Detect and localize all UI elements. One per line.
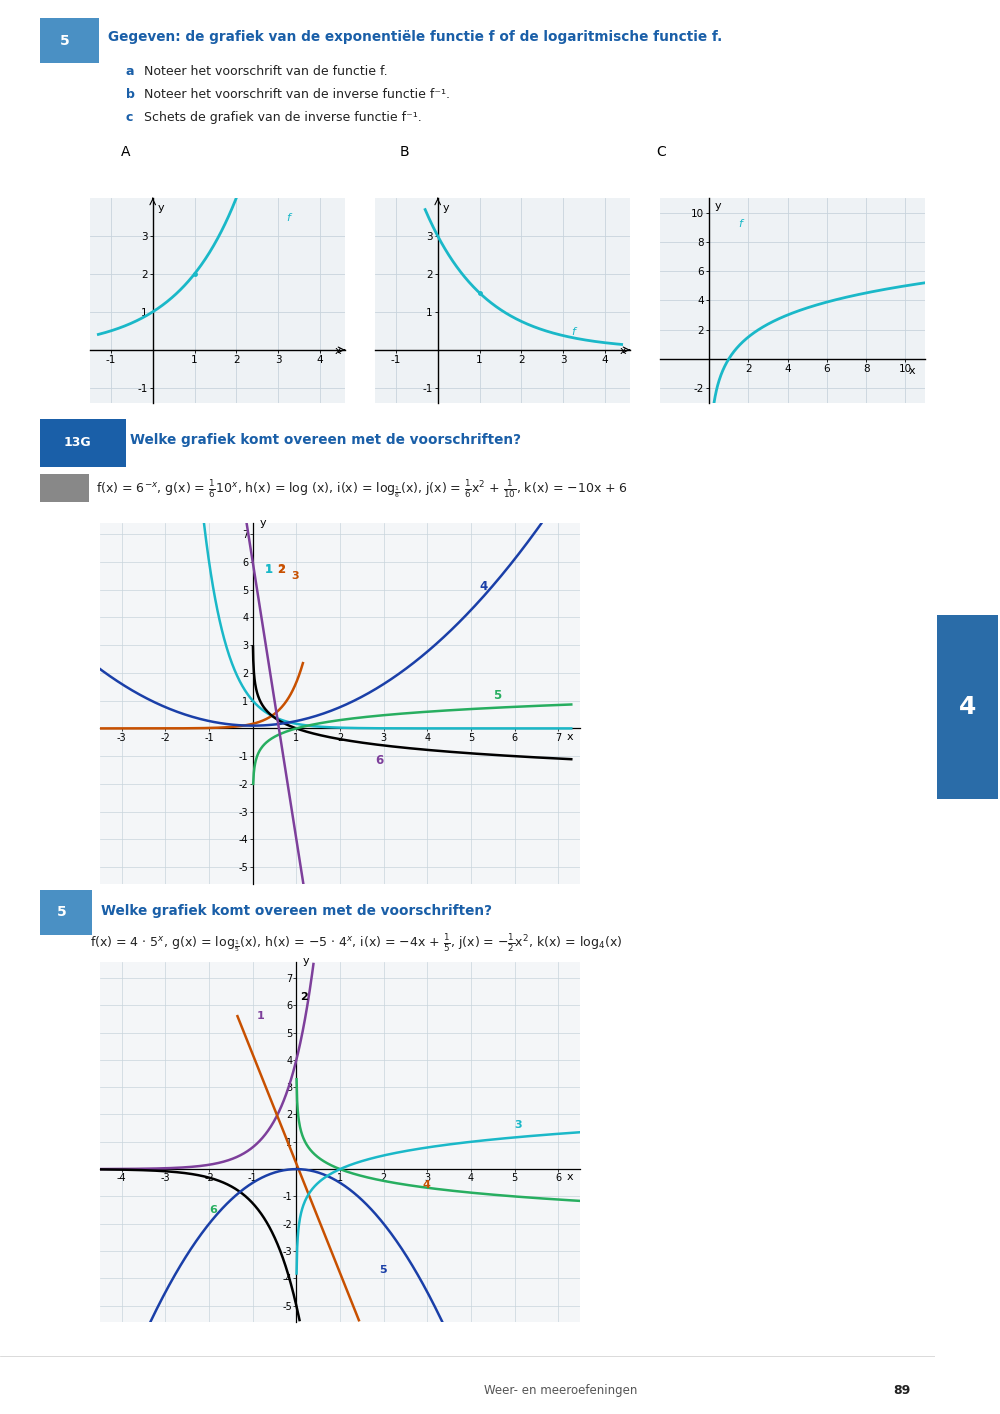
Text: 6: 6 xyxy=(209,1205,217,1215)
Text: f(x) = 4 $\cdot$ 5$^x$, g(x) = log$_{\frac{1}{5}}$(x), h(x) = $-$5 $\cdot$ 4$^x$: f(x) = 4 $\cdot$ 5$^x$, g(x) = log$_{\fr… xyxy=(90,933,622,954)
Text: Welke grafiek komt overeen met de voorschriften?: Welke grafiek komt overeen met de voorsc… xyxy=(130,433,521,447)
Text: b: b xyxy=(126,88,134,102)
Text: f: f xyxy=(286,212,290,223)
Text: c: c xyxy=(126,110,133,123)
Text: 5: 5 xyxy=(57,905,66,919)
Text: f(x) = 6$^{-x}$, g(x) = $\frac{1}{6}$10$^x$, h(x) = log (x), i(x) = log$_{\frac{: f(x) = 6$^{-x}$, g(x) = $\frac{1}{6}$10$… xyxy=(96,478,628,501)
Text: y: y xyxy=(259,518,266,527)
Text: B: B xyxy=(400,146,410,160)
Text: 5: 5 xyxy=(493,689,501,703)
Text: 89: 89 xyxy=(894,1384,911,1397)
Text: y: y xyxy=(443,202,449,212)
Text: x: x xyxy=(909,366,915,376)
Text: 6: 6 xyxy=(375,755,383,768)
Text: 2: 2 xyxy=(300,991,308,1001)
Text: y: y xyxy=(715,201,722,211)
Text: 1: 1 xyxy=(257,1011,265,1021)
Text: y: y xyxy=(158,202,164,212)
Text: 5: 5 xyxy=(59,34,69,48)
FancyBboxPatch shape xyxy=(54,474,74,502)
Text: Gegeven: de grafiek van de exponentiële functie f of de logaritmische functie f.: Gegeven: de grafiek van de exponentiële … xyxy=(108,31,722,44)
FancyBboxPatch shape xyxy=(31,891,92,935)
Text: x: x xyxy=(620,346,626,356)
Text: Noteer het voorschrift van de inverse functie f⁻¹.: Noteer het voorschrift van de inverse fu… xyxy=(144,88,450,102)
Text: 4: 4 xyxy=(423,1181,431,1191)
Text: f: f xyxy=(571,327,575,337)
Text: 2: 2 xyxy=(277,566,284,575)
Text: A: A xyxy=(121,146,130,160)
Text: Noteer het voorschrift van de functie f.: Noteer het voorschrift van de functie f. xyxy=(144,65,387,78)
Text: f: f xyxy=(739,219,742,229)
Text: Schets de grafiek van de inverse functie f⁻¹.: Schets de grafiek van de inverse functie… xyxy=(144,110,421,123)
Text: 2: 2 xyxy=(277,563,285,575)
Text: x: x xyxy=(567,1172,574,1182)
Text: 4: 4 xyxy=(480,580,488,592)
Text: a: a xyxy=(126,65,134,78)
Text: 1: 1 xyxy=(265,563,273,575)
Text: 3: 3 xyxy=(291,571,299,581)
FancyBboxPatch shape xyxy=(69,474,89,502)
Text: 1: 1 xyxy=(265,566,273,575)
Text: 13G: 13G xyxy=(64,436,92,450)
Text: 5: 5 xyxy=(379,1266,387,1275)
FancyBboxPatch shape xyxy=(31,18,98,62)
FancyBboxPatch shape xyxy=(40,474,60,502)
Text: y: y xyxy=(303,956,310,966)
Text: Weer- en meeroefeningen: Weer- en meeroefeningen xyxy=(484,1384,638,1397)
FancyBboxPatch shape xyxy=(937,615,998,799)
Text: C: C xyxy=(657,146,666,160)
Text: 4: 4 xyxy=(959,696,976,718)
FancyBboxPatch shape xyxy=(31,419,126,467)
Text: x: x xyxy=(567,731,574,741)
Text: 3: 3 xyxy=(515,1120,522,1130)
Text: x: x xyxy=(335,346,341,356)
Text: Welke grafiek komt overeen met de voorschriften?: Welke grafiek komt overeen met de voorsc… xyxy=(101,904,492,918)
